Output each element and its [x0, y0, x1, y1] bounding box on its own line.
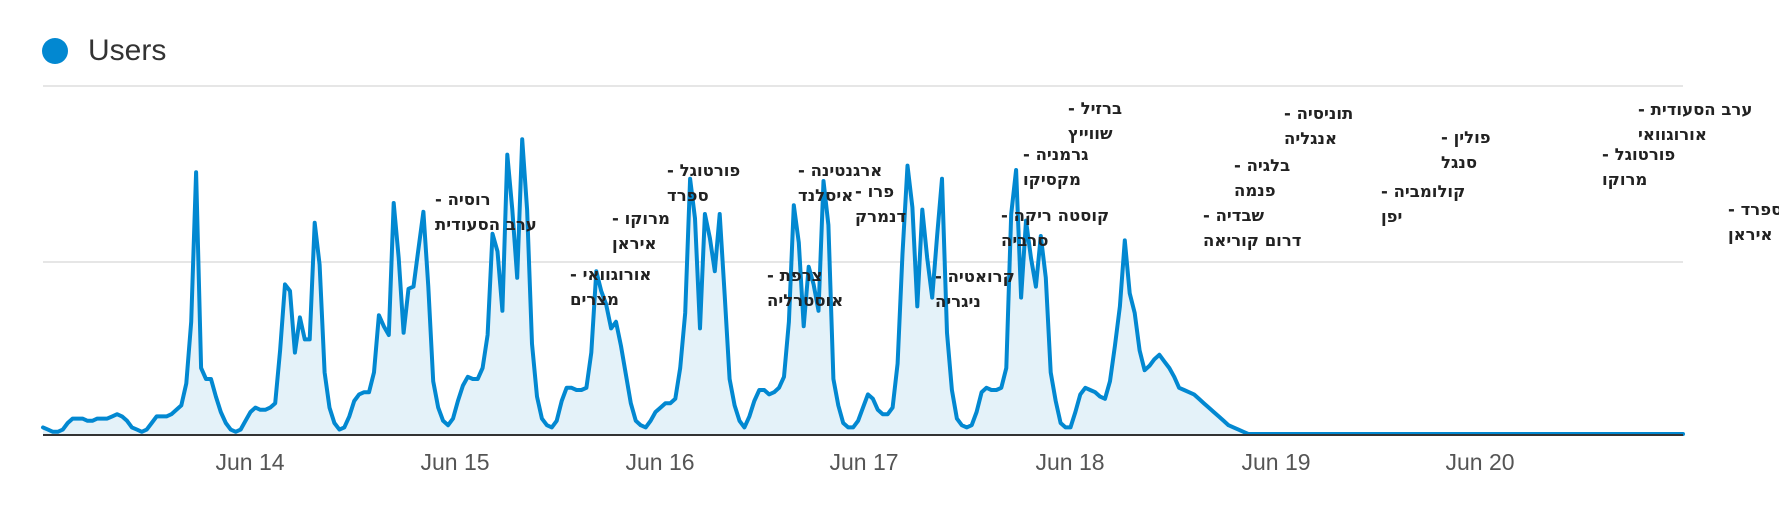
match-annotation: מרוקו [1602, 170, 1647, 189]
match-annotation: איראן [612, 234, 656, 253]
legend-series-dot [42, 38, 68, 64]
legend-series-label[interactable]: Users [88, 34, 167, 67]
match-annotation: ארגנטינה - [798, 161, 882, 180]
match-annotation: מצרים [570, 290, 619, 309]
x-tick-label: Jun 16 [625, 449, 694, 475]
match-annotation: פורטוגל - [1602, 145, 1675, 164]
match-annotation: דנמרק [855, 207, 906, 226]
match-annotation: אנגליה [1284, 129, 1337, 148]
x-tick-label: Jun 19 [1241, 449, 1310, 475]
match-annotation: מקסיקו [1023, 170, 1081, 189]
match-annotation: פרו - [855, 182, 894, 201]
match-annotation: גרמניה - [1023, 145, 1089, 164]
match-annotation: קרואטיה - [935, 267, 1015, 286]
match-annotation: פולין - [1441, 128, 1491, 147]
match-annotation: אורוגוואי - [570, 265, 651, 284]
match-annotation: תוניסיה - [1284, 104, 1353, 123]
match-annotation: פורטוגל - [667, 161, 740, 180]
match-annotation: דרום קוריאה [1203, 231, 1301, 250]
match-annotation: רוסיה - [435, 190, 491, 209]
chart-legend: Users [42, 34, 166, 68]
match-annotation: ערב הסעודית - [1638, 100, 1752, 119]
match-annotation: ערב הסעודית [435, 215, 537, 234]
match-annotation: אורוגוואי [1638, 125, 1707, 144]
match-annotation: פנמה [1234, 181, 1276, 200]
match-annotation: סנגל [1441, 153, 1477, 172]
x-tick-label: Jun 20 [1445, 449, 1514, 475]
match-annotation: שבדיה - [1203, 206, 1265, 225]
x-tick-label: Jun 14 [215, 449, 284, 475]
match-annotation: קולומביה - [1381, 182, 1465, 201]
series-users-area [43, 139, 1683, 434]
match-annotation: ספרד [667, 186, 709, 205]
match-annotation: צרפת - [767, 266, 822, 285]
match-annotation: ניגריה [935, 292, 981, 311]
match-annotation: יפן [1381, 207, 1402, 226]
match-annotation: בלגיה - [1234, 156, 1290, 175]
x-tick-label: Jun 17 [829, 449, 898, 475]
match-annotation: אוסטרליה [767, 291, 843, 310]
x-tick-label: Jun 15 [420, 449, 489, 475]
match-annotation: איראן [1728, 225, 1772, 244]
x-tick-label: Jun 18 [1035, 449, 1104, 475]
match-annotation: סרביה [1001, 231, 1048, 250]
match-annotation: איסלנד [798, 186, 853, 205]
match-annotation: קוסטה ריקה - [1001, 206, 1109, 225]
match-annotation: מרוקו - [612, 209, 670, 228]
match-annotation: שווייץ [1068, 124, 1113, 143]
match-annotation: ספרד - [1728, 200, 1779, 219]
match-annotation: ברזיל - [1068, 99, 1122, 118]
